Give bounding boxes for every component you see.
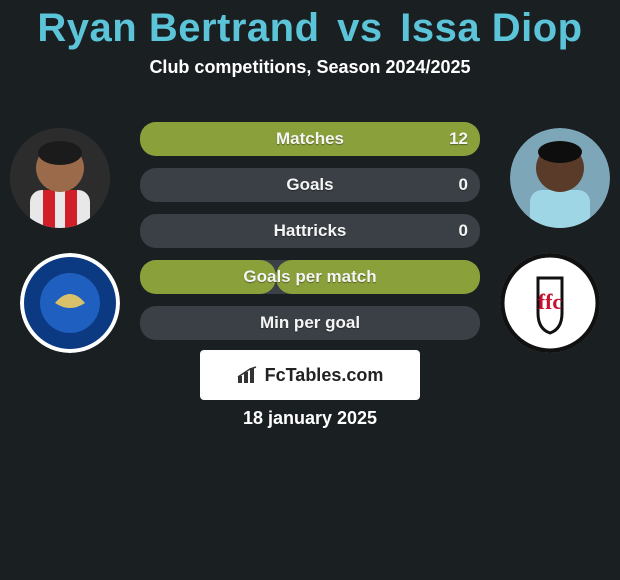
stat-bar-goals-per-match: Goals per match <box>140 260 480 294</box>
brand-text: FcTables.com <box>265 365 384 386</box>
generated-date: 18 january 2025 <box>0 408 620 429</box>
stat-right-value: 0 <box>459 168 468 202</box>
title-player1: Ryan Bertrand <box>37 6 319 50</box>
brand-link[interactable]: FcTables.com <box>200 350 420 400</box>
player2-avatar <box>510 128 610 228</box>
player1-club-crest <box>20 253 120 353</box>
svg-text:ffc: ffc <box>538 289 563 314</box>
title-vs: vs <box>337 6 383 50</box>
stat-bar-min-per-goal: Min per goal <box>140 306 480 340</box>
subtitle: Club competitions, Season 2024/2025 <box>0 57 620 78</box>
player1-avatar <box>10 128 110 228</box>
stat-label: Min per goal <box>140 306 480 340</box>
page-title: Ryan Bertrand vs Issa Diop <box>0 0 620 51</box>
stat-label: Matches <box>140 122 480 156</box>
stat-bars: Matches12Goals0Hattricks0Goals per match… <box>140 122 480 352</box>
player2-club-crest: ffc <box>500 253 600 353</box>
bars-icon <box>237 366 259 384</box>
stat-label: Goals <box>140 168 480 202</box>
stat-bar-goals: Goals0 <box>140 168 480 202</box>
stat-label: Goals per match <box>140 260 480 294</box>
stat-label: Hattricks <box>140 214 480 248</box>
title-player2: Issa Diop <box>400 6 582 50</box>
stat-right-value: 12 <box>449 122 468 156</box>
stat-bar-matches: Matches12 <box>140 122 480 156</box>
stat-bar-hattricks: Hattricks0 <box>140 214 480 248</box>
stat-right-value: 0 <box>459 214 468 248</box>
